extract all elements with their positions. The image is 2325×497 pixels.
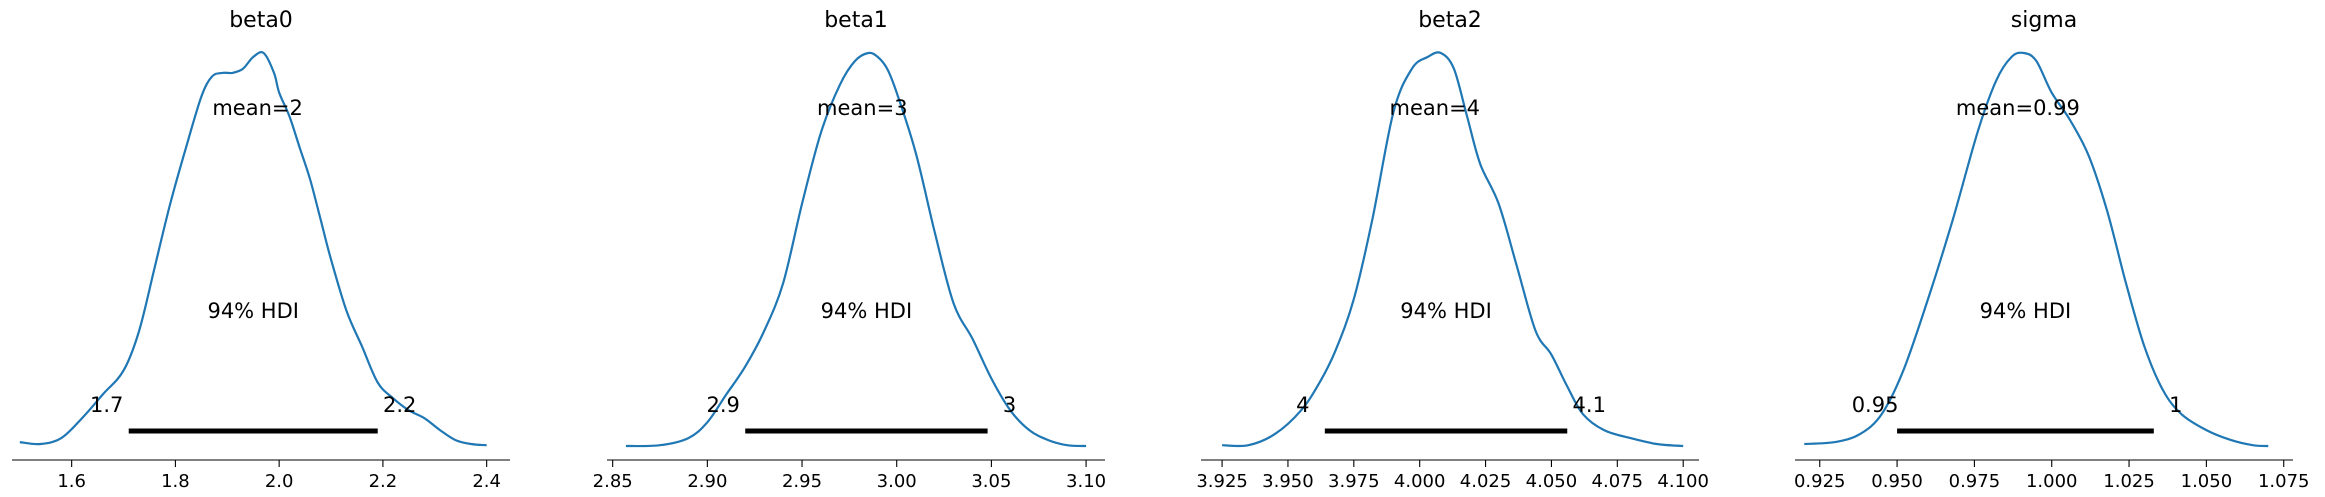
hdi-high-value: 1 [2169, 393, 2182, 417]
x-tick-label: 2.85 [593, 471, 633, 492]
hdi-label: 94% HDI [821, 299, 913, 323]
x-tick-label: 3.00 [877, 471, 917, 492]
panel-title: beta0 [229, 8, 293, 33]
mean-label: mean=2 [212, 96, 303, 120]
x-tick-label: 3.950 [1262, 471, 1314, 492]
hdi-label: 94% HDI [1980, 299, 2072, 323]
x-tick-label: 2.0 [265, 471, 294, 492]
x-tick-label: 1.075 [2258, 471, 2310, 492]
mean-label: mean=4 [1390, 96, 1481, 120]
x-tick-label: 0.925 [1794, 471, 1846, 492]
x-tick-label: 2.2 [369, 471, 398, 492]
x-tick-label: 2.4 [472, 471, 501, 492]
x-tick-label: 3.925 [1196, 471, 1248, 492]
hdi-high-value: 2.2 [383, 393, 416, 417]
x-tick-label: 2.90 [687, 471, 727, 492]
x-tick-label: 3.05 [971, 471, 1011, 492]
kde-curve-sigma [1804, 51, 2269, 448]
hdi-low-value: 2.9 [707, 393, 740, 417]
x-tick-label: 1.000 [2026, 471, 2078, 492]
hdi-low-value: 4 [1296, 393, 1309, 417]
panel-title: beta1 [824, 8, 888, 33]
hdi-low-value: 0.95 [1852, 393, 1899, 417]
panel-beta2: 3.925 3.950 3.975 4.000 4.025 4.050 4.075 4.100… [1196, 8, 1709, 492]
x-tick-label: 4.025 [1460, 471, 1512, 492]
hdi-high-value: 4.1 [1573, 393, 1606, 417]
kde-curve-beta0 [19, 51, 487, 447]
panel-title: beta2 [1418, 8, 1482, 33]
x-tick-label: 0.950 [1871, 471, 1923, 492]
x-tick-label: 1.025 [2103, 471, 2155, 492]
x-tick-label: 4.075 [1592, 471, 1644, 492]
panel-beta0: 1.6 1.8 2.0 2.2 2.4 beta0 mean=2 94% HDI 1.7 2.2 [12, 8, 510, 492]
x-tick-label: 1.050 [2181, 471, 2233, 492]
panel-title: sigma [2011, 8, 2077, 33]
panel-sigma: 0.925 0.950 0.975 1.000 1.025 1.050 1.075 sigma… [1794, 8, 2310, 492]
hdi-label: 94% HDI [1400, 299, 1492, 323]
hdi-label: 94% HDI [207, 299, 299, 323]
hdi-high-value: 3 [1003, 393, 1016, 417]
x-tick-label: 1.8 [161, 471, 190, 492]
panel-beta1: 2.85 2.90 2.95 3.00 3.05 3.10 beta1 mean=3 94% H… [593, 8, 1106, 492]
x-tick-label: 4.000 [1394, 471, 1446, 492]
kde-curve-beta1 [625, 51, 1087, 448]
kde-curve-beta2 [1222, 51, 1684, 448]
x-tick-label: 0.975 [1949, 471, 2001, 492]
x-tick-label: 3.975 [1328, 471, 1380, 492]
x-tick-label: 1.6 [57, 471, 86, 492]
x-tick-label: 3.10 [1066, 471, 1106, 492]
mean-label: mean=3 [817, 96, 908, 120]
x-tick-label: 2.95 [782, 471, 822, 492]
x-tick-label: 4.050 [1526, 471, 1578, 492]
x-tick-label: 4.100 [1657, 471, 1709, 492]
hdi-low-value: 1.7 [90, 393, 123, 417]
mean-label: mean=0.99 [1956, 96, 2080, 120]
